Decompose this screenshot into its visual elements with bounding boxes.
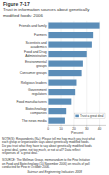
tick-label: 30 bbox=[85, 127, 89, 131]
source-line: Science and Engineering Indicators 2008 bbox=[27, 170, 82, 174]
title-line: Figure 7-17 bbox=[3, 1, 30, 7]
subtitle: Trust in information sources about genet… bbox=[3, 7, 90, 17]
bar bbox=[48, 51, 87, 57]
category-label: Consumer groups bbox=[20, 71, 47, 75]
category-label: The news media bbox=[22, 119, 47, 123]
bar bbox=[48, 80, 76, 86]
legend-swatch bbox=[75, 115, 79, 118]
bar bbox=[48, 99, 71, 105]
category-label-line: The news media bbox=[22, 119, 47, 123]
category-label-line: companies bbox=[30, 111, 47, 115]
tick-label: 0 bbox=[47, 127, 49, 131]
category-label: Environmentalgroups bbox=[25, 60, 47, 68]
title: Figure 7-17 bbox=[3, 1, 30, 7]
subtitle-line: modified foods: 2006 bbox=[3, 13, 44, 18]
x-axis bbox=[48, 125, 106, 126]
category-label: Religious leaders bbox=[21, 81, 47, 85]
category-label-line: Administration bbox=[25, 54, 47, 58]
tick-label: 40 bbox=[98, 127, 102, 131]
notes-line: responses of "a great deal." bbox=[2, 151, 39, 155]
category-label-line: Friends and family bbox=[19, 24, 47, 28]
bar bbox=[48, 118, 65, 124]
category-label-line: academics bbox=[31, 45, 48, 49]
legend-label: Trust a great deal bbox=[80, 114, 104, 118]
category-label: Biotechnologycompanies bbox=[25, 107, 47, 115]
category-label: Food manufacturers bbox=[16, 100, 47, 104]
category-label: Food and DrugAdministration bbox=[24, 50, 47, 58]
chart: Figure 7-17Trust in information sources … bbox=[0, 0, 109, 175]
category-label: Governmentregulators bbox=[28, 88, 47, 96]
grid bbox=[48, 21, 99, 126]
category-label: Friends and family bbox=[19, 24, 47, 28]
bar bbox=[48, 89, 75, 95]
category-label: Scientists andacademics bbox=[26, 41, 47, 49]
notes: NOTE(S): Respondents (N=): Please tell m… bbox=[2, 137, 95, 169]
category-label-line: Food manufacturers bbox=[16, 100, 47, 104]
notes-line: conducted for Pew in October 2006. bbox=[2, 165, 50, 169]
category-label-line: Farmers bbox=[34, 33, 47, 37]
category-label-line: regulators bbox=[32, 92, 47, 96]
bar bbox=[48, 108, 66, 114]
bar bbox=[48, 32, 93, 38]
category-label-line: Religious leaders bbox=[21, 81, 47, 85]
tick-label: 10 bbox=[59, 127, 63, 131]
legend: Trust a great deal bbox=[74, 113, 105, 119]
axis-label: Percent bbox=[71, 131, 83, 135]
category-label-line: Consumer groups bbox=[20, 71, 47, 75]
grid-line bbox=[99, 21, 100, 126]
bar bbox=[48, 70, 81, 76]
category-label-line: groups bbox=[36, 64, 47, 68]
category-label: Farmers bbox=[34, 33, 47, 37]
source: Science and Engineering Indicators 2008 bbox=[27, 170, 82, 174]
bar bbox=[48, 61, 83, 67]
bar bbox=[48, 22, 99, 28]
bars bbox=[48, 22, 99, 123]
bar bbox=[48, 41, 92, 47]
legend-box bbox=[74, 113, 105, 119]
